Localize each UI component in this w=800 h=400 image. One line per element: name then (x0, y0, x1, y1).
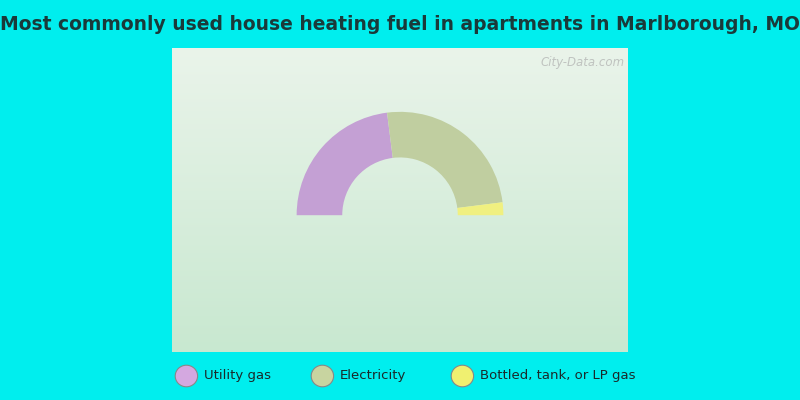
Ellipse shape (311, 365, 334, 387)
Text: Most commonly used house heating fuel in apartments in Marlborough, MO: Most commonly used house heating fuel in… (0, 14, 800, 34)
Text: City-Data.com: City-Data.com (541, 56, 625, 69)
Text: Bottled, tank, or LP gas: Bottled, tank, or LP gas (480, 370, 635, 382)
Text: Utility gas: Utility gas (204, 370, 271, 382)
Wedge shape (458, 202, 503, 215)
Text: Electricity: Electricity (340, 370, 406, 382)
Ellipse shape (451, 365, 474, 387)
Wedge shape (297, 113, 393, 215)
Ellipse shape (175, 365, 198, 387)
Wedge shape (387, 112, 502, 208)
